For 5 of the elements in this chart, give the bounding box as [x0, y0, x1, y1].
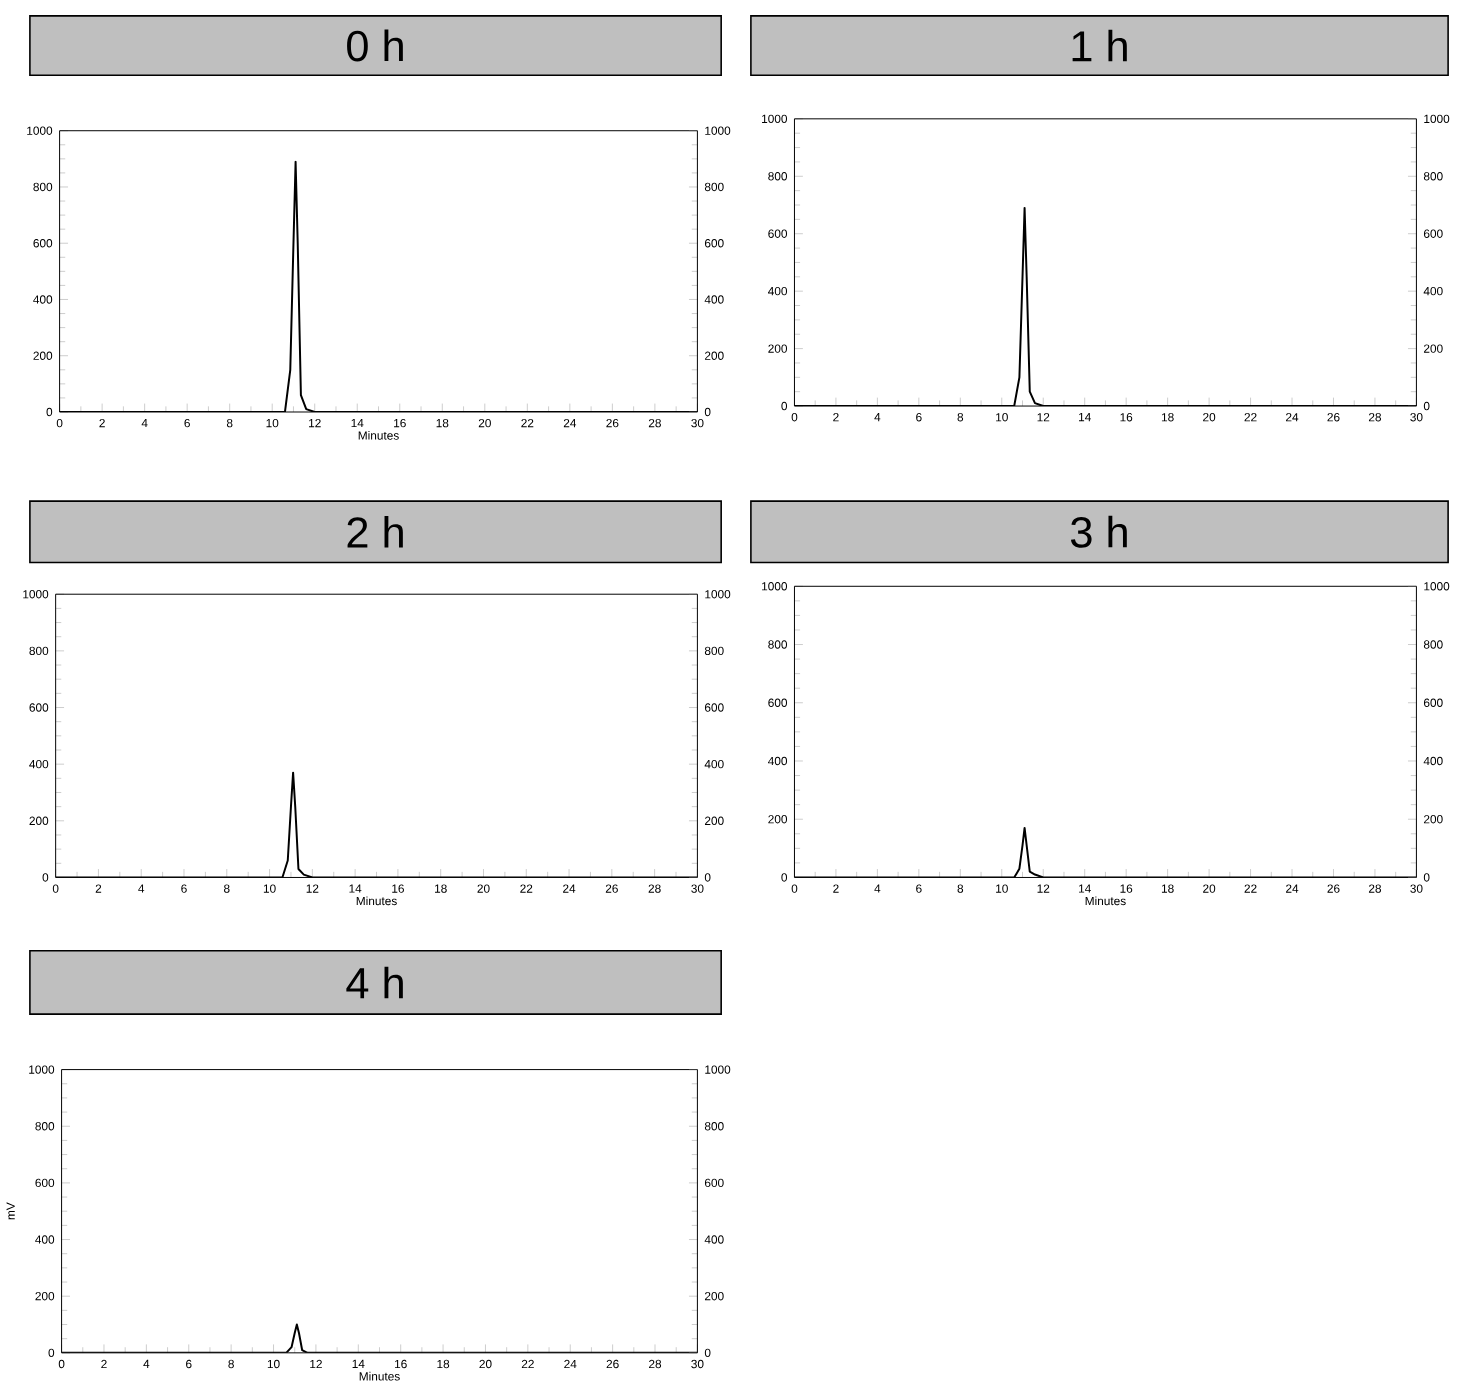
chart-title: 1 h: [1072, 30, 1127, 62]
chart-title: 4 h: [346, 967, 403, 999]
chart-title: 2 h: [347, 516, 403, 548]
chart-title: 0 h: [347, 30, 403, 62]
chart-title: 3 h: [1070, 516, 1127, 549]
